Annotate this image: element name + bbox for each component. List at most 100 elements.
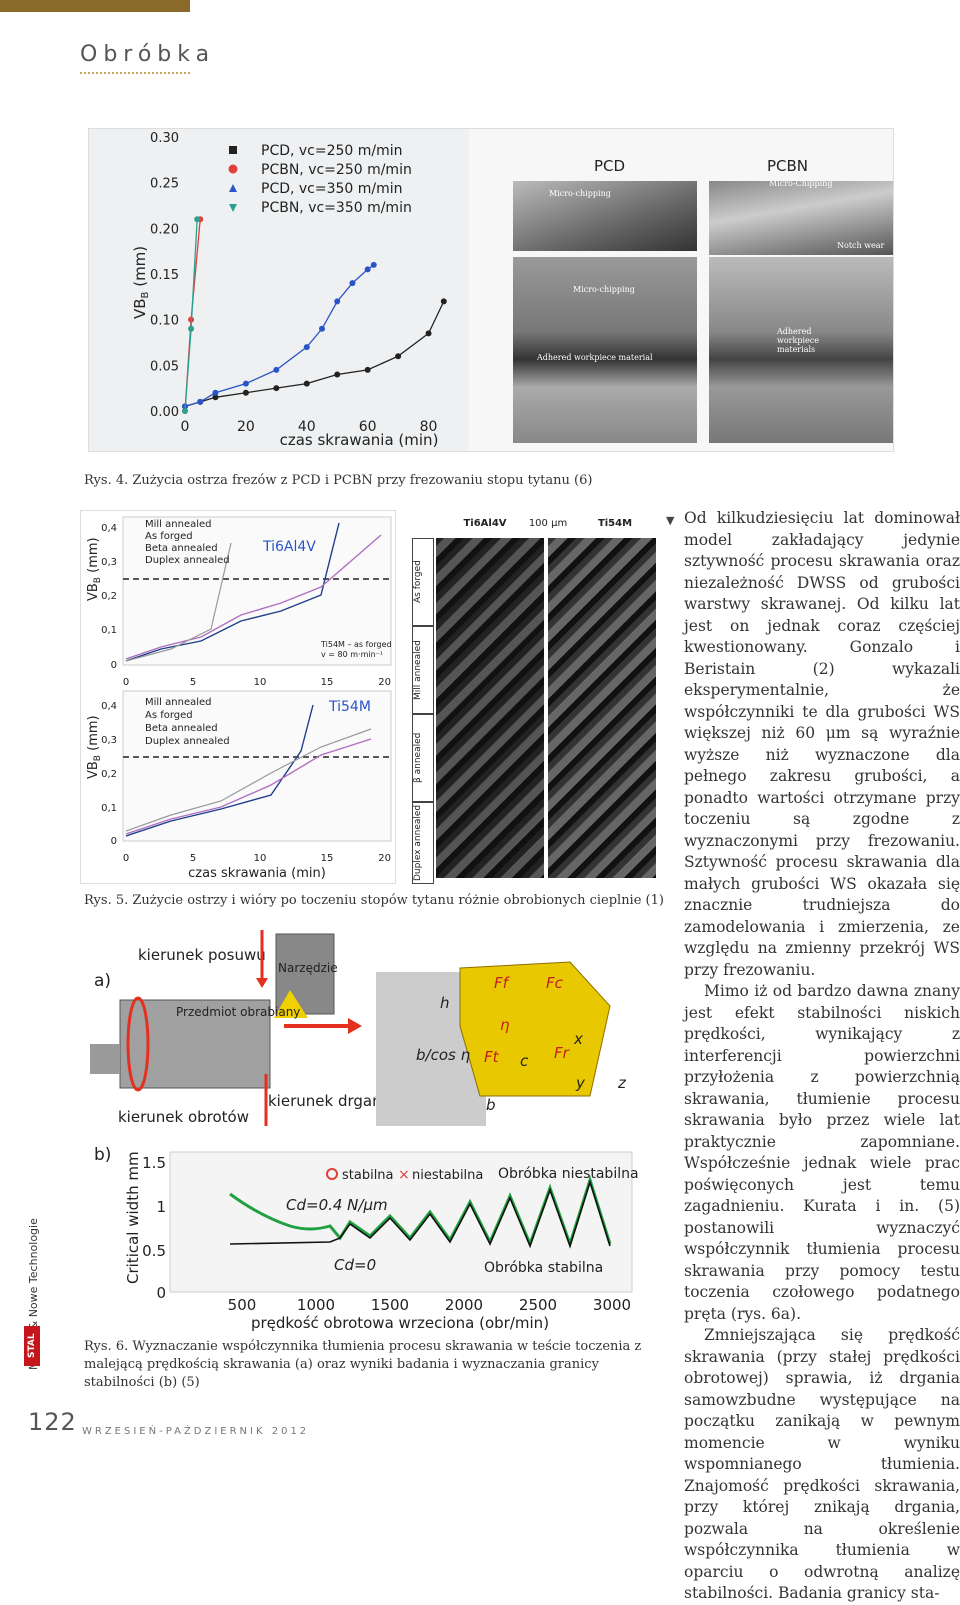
figure-5-chips: Ti6Al4V 100 μm Ti54M As forged Mill anne… bbox=[412, 514, 660, 886]
sem-label: Notch wear bbox=[837, 241, 885, 250]
article-paragraph: Od kilkudziesięciu lat dominował model z… bbox=[684, 509, 960, 979]
fig4-xtick: 40 bbox=[298, 419, 316, 435]
svg-text:0,3: 0,3 bbox=[101, 735, 117, 746]
sem-label: Adhered workpiece material bbox=[537, 353, 653, 362]
svg-text:Mill annealed: Mill annealed bbox=[145, 697, 212, 708]
fig4-label-pcbn: PCBN bbox=[767, 157, 809, 175]
svg-text:×: × bbox=[398, 1167, 410, 1183]
fig4-ytick: 0.05 bbox=[150, 359, 179, 374]
svg-text:0,4: 0,4 bbox=[101, 701, 117, 712]
chip-row-label: Mill annealed bbox=[412, 626, 434, 714]
fig4-label-pcd: PCD bbox=[594, 157, 626, 175]
chip-image bbox=[436, 538, 544, 878]
svg-text:0.5: 0.5 bbox=[142, 1242, 166, 1260]
vibration-label: kierunek drgań bbox=[268, 1092, 382, 1110]
fig4-data-point bbox=[334, 371, 341, 378]
svg-text:0: 0 bbox=[123, 853, 129, 864]
fig4-data-point bbox=[319, 325, 325, 332]
fig4-caption: Rys. 4. Zużycia ostrza frezów z PCD i PC… bbox=[84, 473, 593, 488]
svg-text:Beta annealed: Beta annealed bbox=[145, 543, 218, 554]
fig6-legend-stable: stabilna bbox=[342, 1168, 394, 1183]
fig4-photo-pcbn-top bbox=[709, 181, 893, 255]
fig4-ytick: 0.20 bbox=[150, 222, 179, 237]
svg-text:0,1: 0,1 bbox=[101, 803, 117, 814]
svg-text:Beta annealed: Beta annealed bbox=[145, 723, 218, 734]
fig5-ylabel-bottom: VBB (mm) bbox=[86, 715, 103, 779]
fig6-a-label: a) bbox=[94, 971, 111, 991]
fig6-yticks: 0 0.5 1 1.5 bbox=[142, 1154, 166, 1302]
svg-text:h: h bbox=[440, 994, 450, 1012]
svg-text:1: 1 bbox=[156, 1198, 166, 1216]
tool-label: Narzędzie bbox=[278, 961, 338, 975]
fig4-data-point bbox=[212, 389, 219, 396]
fig4-data-point bbox=[425, 330, 432, 337]
svg-text:η: η bbox=[500, 1016, 510, 1034]
svg-text:3000: 3000 bbox=[593, 1296, 631, 1314]
sem-label: Micro-chipping bbox=[549, 189, 611, 198]
svg-text:c: c bbox=[520, 1052, 529, 1070]
fig5-top-mill bbox=[125, 522, 340, 662]
legend-pcd-350: PCD, vc=350 m/min bbox=[229, 181, 403, 197]
fig4-ylabel: VBB (mm) bbox=[131, 246, 151, 319]
svg-text:0,2: 0,2 bbox=[101, 591, 117, 602]
svg-text:PCD, vc=350 m/min: PCD, vc=350 m/min bbox=[261, 181, 403, 197]
fig5-yticks-bottom: 0 0,1 0,2 0,3 0,4 bbox=[101, 701, 117, 847]
top-accent-bar bbox=[0, 0, 190, 12]
fig5-legend-bottom: Mill annealed As forged Beta annealed Du… bbox=[145, 697, 230, 747]
svg-text:0,1: 0,1 bbox=[101, 625, 117, 636]
legend-pcbn-250: PCBN, vc=250 m/min bbox=[228, 162, 412, 178]
svg-text:1000: 1000 bbox=[297, 1296, 335, 1314]
workpiece-label: Przedmiot obrabiany bbox=[176, 1005, 300, 1019]
svg-text:y: y bbox=[575, 1074, 586, 1092]
fig6-ylabel: Critical width mm bbox=[124, 1151, 142, 1284]
fig4-xtick: 60 bbox=[359, 419, 377, 435]
fig5-caption: Rys. 5. Zużycie ostrzy i wióry po toczen… bbox=[84, 893, 664, 908]
fig4-xlabel: czas skrawania (min) bbox=[280, 431, 439, 449]
fig4-data-point bbox=[303, 344, 310, 351]
chip-header-right: Ti54M bbox=[597, 518, 633, 529]
chip-header-left: Ti6Al4V bbox=[463, 518, 507, 529]
chip-header-scale: 100 μm bbox=[528, 518, 568, 529]
svg-text:5: 5 bbox=[190, 853, 196, 864]
chip-row-label: β annealed bbox=[412, 714, 434, 802]
rotation-label: kierunek obrotów bbox=[118, 1108, 249, 1126]
svg-text:Fc: Fc bbox=[546, 974, 564, 992]
chip-row-label: Duplex annealed bbox=[412, 802, 434, 884]
fig4-data-point bbox=[194, 216, 201, 223]
fig5-bottom-forged bbox=[125, 738, 372, 835]
svg-text:Ft: Ft bbox=[484, 1048, 500, 1066]
svg-text:0,4: 0,4 bbox=[101, 523, 117, 534]
svg-text:20: 20 bbox=[378, 853, 391, 864]
svg-text:0: 0 bbox=[156, 1284, 166, 1302]
article-paragraph: Zmniejszająca się prędkość skrawania (pr… bbox=[684, 1326, 960, 1602]
fig4-data-point bbox=[364, 366, 371, 373]
fig4-chart: VBB (mm) 0.00 0.05 0.10 0.15 0.20 0.25 0.30 0 2… bbox=[89, 129, 469, 451]
svg-text:b: b bbox=[486, 1096, 496, 1114]
fig6-caption: Rys. 6. Wyznaczanie współczynnika tłumie… bbox=[84, 1339, 642, 1390]
fig6-stable-region: Obróbka stabilna bbox=[484, 1260, 603, 1276]
fig5-legend-top: Mill annealed As forged Beta annealed Du… bbox=[145, 519, 230, 566]
fig4-ytick: 0.30 bbox=[150, 131, 179, 146]
fig4-data-point bbox=[188, 325, 195, 332]
fig5-alloy-top: Ti6Al4V bbox=[262, 539, 316, 555]
legend-pcbn-350: PCBN, vc=350 m/min bbox=[229, 200, 412, 216]
fig4-photo-pcd-top bbox=[513, 181, 697, 251]
fig6-feed-label: kierunek posuwu bbox=[138, 946, 266, 964]
fig4-xtick: 80 bbox=[420, 419, 438, 435]
fig5-xticks-top: 0 5 10 15 20 bbox=[123, 677, 391, 688]
fig4-data-point bbox=[273, 366, 280, 373]
fig4-data-point bbox=[334, 298, 341, 305]
svg-text:10: 10 bbox=[254, 677, 267, 688]
fig5-xlabel: czas skrawania (min) bbox=[188, 866, 326, 881]
fig6-xticks: 500 1000 1500 2000 2500 3000 bbox=[228, 1296, 631, 1314]
figure-6: a) kierunek posuwu Narzędzie Przedmiot o… bbox=[90, 926, 639, 1332]
brand-logo-text: STAL bbox=[27, 1333, 37, 1359]
fig4-data-point bbox=[440, 298, 447, 305]
fig6-stability-black bbox=[229, 1179, 611, 1249]
fig4-data-point bbox=[395, 353, 402, 360]
figure-4: VBB (mm) 0.00 0.05 0.10 0.15 0.20 0.25 0.30 0 2… bbox=[88, 128, 894, 452]
sem-label: Adhered workpiece materials bbox=[777, 327, 819, 354]
svg-text:Ff: Ff bbox=[494, 974, 511, 992]
svg-text:PCBN, vc=350 m/min: PCBN, vc=350 m/min bbox=[261, 200, 412, 216]
fig6-xlabel: prędkość obrotowa wrzeciona (obr/min) bbox=[251, 1314, 549, 1332]
